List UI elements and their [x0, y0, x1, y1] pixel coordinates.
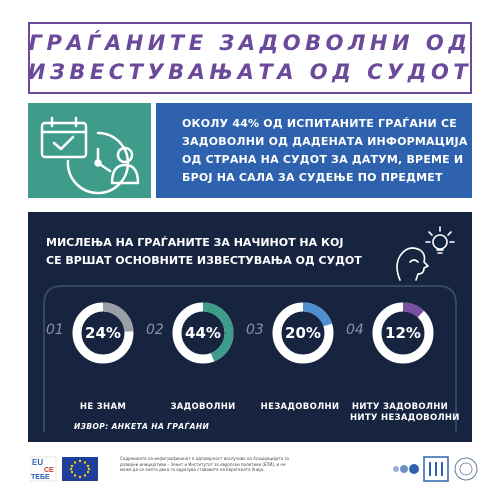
donut-neutral [372, 302, 434, 364]
info-line-2: ЗАДОВОЛНИ ОД ДАДЕНАТА ИНФОРМАЦИЈА [182, 134, 468, 148]
stat-label-satisfied: ЗАДОВОЛНИ [170, 402, 236, 412]
logo-text-eu: EU [32, 458, 43, 467]
donut-dont-know [72, 302, 134, 364]
calendar-clock-person-icon [40, 116, 140, 195]
stat-number: 02 [146, 322, 164, 338]
calendar-clock-icon-box [28, 103, 151, 198]
title-line-2: ИЗВЕСТУВАЊАТА ОД СУДОТ [27, 60, 473, 84]
stat-satisfied: 02 44% [146, 298, 246, 368]
logo-text-ce: CE [44, 467, 54, 474]
stat-percent: 44% [185, 324, 221, 342]
title-box: ГРАЃАНИТЕ ЗАДОВОЛНИ ОД ИЗВЕСТУВАЊАТА ОД … [28, 22, 472, 94]
partner-logos [390, 451, 480, 490]
stat-number: 01 [46, 322, 64, 338]
panel-title-line-1: МИСЛЕЊА НА ГРАЃАНИТЕ ЗА НАЧИНОТ НА КОЈ [46, 236, 344, 249]
info-line-1: ОКОЛУ 44% ОД ИСПИТАНИТЕ ГРАЃАНИ СЕ [182, 116, 457, 130]
eu-logos: EU CE ТЕБЕ [29, 456, 98, 482]
info-line-3: ОД СТРАНА НА СУДОТ ЗА ДАТУМ, ВРЕМЕ И [182, 152, 464, 166]
stat-percent: 20% [285, 324, 321, 342]
info-box: ОКОЛУ 44% ОД ИСПИТАНИТЕ ГРАЃАНИ СЕ ЗАДОВ… [156, 103, 472, 198]
stat-dont-know: 01 24% [46, 298, 146, 368]
logo-text-tebe: ТЕБЕ [31, 474, 50, 481]
stat-label-neutral: НИТУ ЗАДОВОЛНИ НИТУ НЕЗАДОВОЛНИ [350, 402, 460, 423]
partner-logo-icons [393, 456, 478, 482]
donut-satisfied [172, 302, 234, 364]
stat-label-dissatisfied: НЕЗАДОВОЛНИ [260, 402, 340, 412]
head-lightbulb-icon [396, 226, 455, 281]
panel-title: МИСЛЕЊА НА ГРАЃАНИТЕ ЗА НАЧИНОТ НА КОЈ С… [46, 234, 362, 270]
panel-title-line-2: СЕ ВРШАТ ОСНОВНИТЕ ИЗВЕСТУВАЊА ОД СУДОТ [46, 254, 362, 267]
stat-percent: 24% [85, 324, 121, 342]
stat-dissatisfied: 03 20% [246, 298, 346, 368]
footer-disclaimer: Содржината на инфографиконот е одговорно… [120, 456, 289, 472]
stat-number: 04 [346, 322, 364, 338]
stat-percent: 12% [385, 324, 421, 342]
stat-neutral: 04 12% [346, 298, 446, 368]
source-note: ИЗВОР: АНКЕТА НА ГРАЃАНИ [74, 422, 210, 431]
title-line-1: ГРАЃАНИТЕ ЗАДОВОЛНИ ОД [28, 31, 472, 55]
stat-label-dont-know: НЕ ЗНАМ [79, 402, 127, 412]
stats-frame [43, 285, 457, 432]
footer-logos: EU CE ТЕБЕ [29, 455, 115, 490]
donut-dissatisfied [272, 302, 334, 364]
stat-number: 03 [246, 322, 264, 338]
info-line-4: БРОЈ НА САЛА ЗА СУДЕЊЕ ПО ПРЕДМЕТ [182, 170, 443, 184]
opinions-panel: МИСЛЕЊА НА ГРАЃАНИТЕ ЗА НАЧИНОТ НА КОЈ С… [28, 212, 472, 442]
